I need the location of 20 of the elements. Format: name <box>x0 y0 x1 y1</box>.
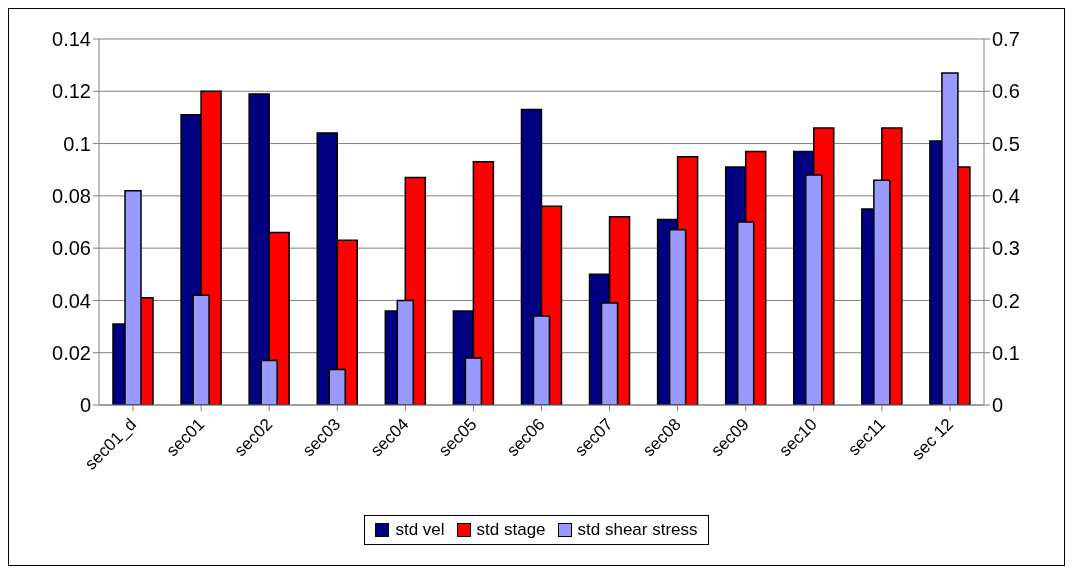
y2-tick-label: 0.1 <box>992 341 1020 364</box>
y-tick-label: 0.14 <box>52 28 91 51</box>
y2-tick-label: 0.6 <box>992 80 1020 103</box>
y2-tick-label: 0.7 <box>992 28 1020 51</box>
y-tick-label: 0.1 <box>63 132 91 155</box>
y2-tick-label: 0.5 <box>992 132 1020 155</box>
y2-tick-label: 0.4 <box>992 184 1020 207</box>
y-tick-label: 0.02 <box>52 341 91 364</box>
x-tick-label: sec 12 <box>908 414 958 464</box>
legend-label: std vel <box>394 520 445 540</box>
y-tick-label: 0.12 <box>52 80 91 103</box>
y-tick-label: 0.06 <box>52 237 91 260</box>
legend-label: std shear stress <box>576 520 698 540</box>
y2-tick-label: 0.3 <box>992 237 1020 260</box>
y-tick-label: 0 <box>79 394 91 417</box>
y-tick-label: 0.08 <box>52 184 91 207</box>
y-tick-label: 0.04 <box>52 289 91 312</box>
legend-label: std stage <box>475 520 546 540</box>
y2-tick-label: 0 <box>992 394 1004 417</box>
y2-tick-label: 0.2 <box>992 289 1020 312</box>
